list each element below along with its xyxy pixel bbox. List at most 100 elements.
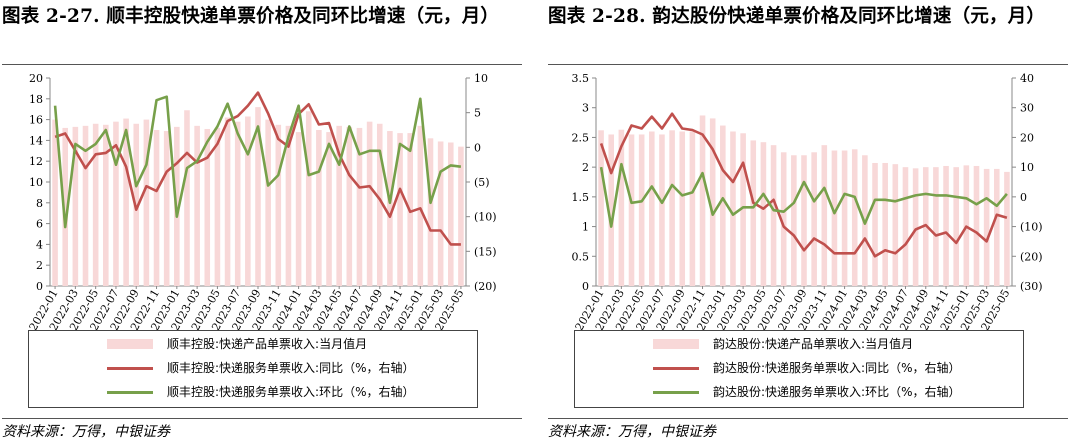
chart-title: 图表 2-27. 顺丰控股快递单票价格及同环比增速（元，月） [2,6,500,27]
bar [801,155,807,286]
bar [417,125,424,286]
right-tick-label: (10) [1020,221,1043,234]
bar [618,129,625,286]
right-tick-label: (15) [474,245,497,258]
source-note: 资料来源：万得，中银证券 [2,424,170,440]
legend-swatch-mom [107,391,153,394]
legend-label: 韵达股份:快递服务单票收入:环比（%，右轴） [713,385,961,399]
bar [851,149,858,286]
bar [993,168,1000,286]
legend-swatch-yoy [107,367,153,370]
legend-swatch-yoy [653,367,699,370]
left-tick-label: 1 [582,221,589,234]
bar [933,167,939,286]
legend-label: 顺丰控股:快递服务单票收入:环比（%，右轴） [167,385,415,399]
bar [983,168,990,286]
left-tick-label: 2.5 [572,131,590,144]
series-line-mom [599,162,1008,228]
left-tick-label: 0 [582,280,589,293]
left-tick-label: 10 [29,176,43,189]
bar [973,165,980,286]
legend-swatch-bar [107,339,153,349]
bar [356,127,363,286]
left-tick-label: 14 [29,134,43,147]
right-tick-label: 20 [1020,131,1034,144]
legend-item-mom: 顺丰控股:快递服务单票收入:环比（%，右轴） [29,382,477,404]
bar [437,141,444,286]
bar [740,133,746,286]
bar [841,150,848,286]
chart-plot-sf: 02468101214161820(20)(15)(10)(5)05102022… [27,72,497,330]
bar [214,127,221,286]
right-tick-label: 5 [474,107,481,120]
legend-swatch-mom [653,391,699,394]
chart-title: 图表 2-28. 韵达股份快递单票价格及同环比增速（元，月） [548,6,1046,27]
bottom-rule [2,418,522,419]
bar [447,142,454,286]
legend-item-bar: 顺丰控股:快递产品单票收入:当月值月 [29,334,477,356]
legend-item-yoy: 韵达股份:快递服务单票收入:同比（%，右轴） [575,358,1023,380]
bar [316,130,322,286]
left-tick-label: 3 [582,102,589,115]
bar [275,124,282,286]
bar [912,168,919,286]
bar [346,126,353,286]
left-tick-label: 18 [29,93,43,106]
legend-item-mom: 韵达股份:快递服务单票收入:环比（%，右轴） [575,382,1023,404]
right-tick-label: 40 [1020,72,1034,85]
bar [52,119,58,286]
left-tick-label: 4 [36,238,43,251]
bar [709,118,716,286]
bar [376,123,383,286]
left-tick-label: 8 [36,197,43,210]
bar [760,142,767,286]
bar [245,116,251,286]
bar [255,107,261,286]
legend-label: 韵达股份:快递服务单票收入:同比（%，右轴） [713,361,961,375]
bar [669,130,675,286]
bar [72,126,79,286]
bar [326,132,332,286]
right-tick-label: 0 [1020,191,1027,204]
bar [285,125,292,286]
right-tick-label: (20) [474,280,497,293]
bar [295,132,302,286]
left-tick-label: 20 [29,72,43,85]
bar [780,152,787,286]
top-rule [548,64,1068,65]
right-tick-label: (30) [1020,280,1043,293]
legend-swatch-bar [653,339,699,349]
bar [831,150,838,286]
bar [224,117,231,286]
bar [62,127,69,286]
bar [791,155,797,286]
series-line-yoy [599,112,1008,258]
bar [638,134,645,286]
chart-panel-yunda: 图表 2-28. 韵达股份快递单票价格及同环比增速（元，月） 0 0.5 1 1.5 2… [546,0,1080,440]
bar [163,131,170,286]
bar [458,146,464,286]
right-tick-label: (20) [1020,250,1043,263]
bar [872,162,878,286]
bar [204,128,211,286]
left-tick-label: 16 [29,114,43,127]
left-tick-label: 2 [582,161,589,174]
right-tick-label: 30 [1020,102,1034,115]
bar [153,130,160,286]
source-note: 资料来源：万得，中银证券 [548,424,716,440]
bar [305,111,312,286]
bar [336,125,342,286]
left-tick-label: 12 [29,155,43,168]
bar [649,131,655,286]
bar [953,167,959,286]
bar [659,134,665,286]
right-tick-label: 0 [474,141,481,154]
legend-label: 顺丰控股:快递服务单票收入:同比（%，右轴） [167,361,415,375]
bar [194,125,200,286]
right-tick-label: 10 [1020,161,1034,174]
left-tick-label: 0.5 [572,250,590,263]
chart-plot-yunda: 00.511.522.533.5(30)(20)(10)010203040202… [572,72,1043,330]
right-tick-label: (5) [474,176,490,189]
bar [679,131,686,286]
bar [397,133,403,286]
